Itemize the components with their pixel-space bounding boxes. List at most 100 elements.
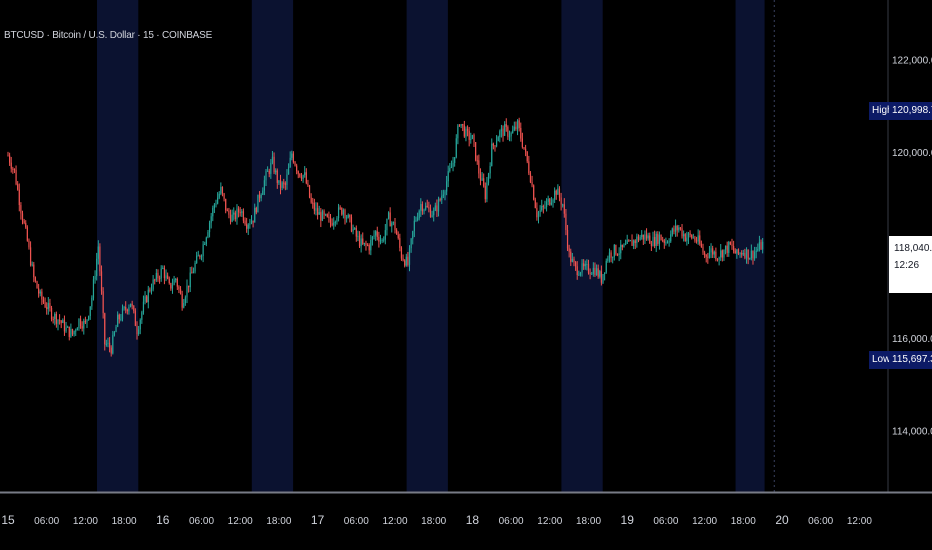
candle-body [207, 232, 209, 238]
candle-body [60, 320, 62, 323]
candle-body [115, 326, 117, 333]
candle-body [549, 198, 551, 205]
candle-body [437, 199, 440, 212]
candle-body [700, 243, 702, 248]
candle-body [321, 211, 324, 221]
candle-body [723, 249, 725, 258]
candle-body [631, 240, 633, 246]
candle-body [142, 301, 145, 313]
candle-body [665, 242, 667, 244]
candle-body [695, 240, 698, 242]
candle-body [518, 120, 520, 128]
candle-body [616, 254, 619, 256]
candle-body [315, 208, 317, 211]
candle-body [607, 258, 609, 261]
candle-body [668, 241, 670, 243]
candle-body [291, 153, 293, 158]
candle-body [760, 242, 762, 250]
candle-body [681, 228, 683, 237]
candle-body [463, 125, 465, 137]
candle-body [479, 173, 482, 181]
candle-body [634, 240, 636, 243]
time-tick-label: 19 [621, 513, 635, 527]
candle-body [737, 249, 740, 254]
candle-body [608, 252, 611, 259]
candle-body [347, 214, 349, 218]
candle-body [757, 248, 759, 251]
candle-body [421, 204, 424, 212]
candle-body [178, 286, 180, 290]
candle-body [273, 156, 275, 173]
candle-body [112, 335, 114, 354]
candle-body [558, 188, 561, 198]
candle-body [200, 255, 203, 258]
candle-body [423, 209, 425, 212]
candle-body [439, 199, 441, 201]
candle-body [150, 289, 153, 291]
candle-body [683, 234, 685, 237]
candle-body [613, 244, 615, 257]
candle-body [350, 217, 353, 232]
candle-body [747, 249, 749, 260]
candle-body [534, 199, 536, 208]
candle-body [595, 268, 598, 275]
candle-body [275, 170, 277, 173]
candle-body [483, 178, 485, 187]
candle-body [71, 329, 74, 335]
candle-body [573, 258, 575, 263]
last-price-tag: 118,040.37 12:26 [889, 236, 932, 293]
candle-body [257, 194, 259, 213]
candle-body [739, 253, 741, 255]
candle-body [9, 155, 11, 163]
candles [7, 117, 764, 357]
candle-body [223, 193, 225, 199]
candle-body [313, 203, 315, 211]
candle-body [578, 274, 580, 276]
candle-body [160, 268, 162, 279]
candle-body [674, 225, 677, 232]
candle-body [724, 245, 727, 250]
candle-body [52, 319, 54, 321]
candle-body [610, 252, 612, 258]
candle-body [639, 236, 641, 241]
candle-body [468, 130, 470, 140]
time-tick-label: 18 [466, 513, 480, 527]
candle-body [96, 258, 98, 277]
price-tick-label: 122,000.00 [892, 55, 932, 66]
candle-body [165, 275, 167, 279]
candle-body [26, 227, 28, 241]
candle-body [192, 271, 195, 274]
candle-body [544, 206, 546, 208]
candle-body [758, 242, 761, 249]
candle-body [584, 264, 586, 267]
candle-body [391, 223, 393, 227]
candle-body [575, 262, 577, 267]
candle-body [691, 234, 693, 238]
candle-body [586, 263, 588, 265]
candle-body [654, 237, 656, 246]
candle-body [300, 176, 303, 179]
candle-body [155, 272, 157, 280]
time-tick-label: 06:00 [499, 516, 524, 527]
candle-body [368, 245, 370, 251]
candle-body [381, 239, 383, 241]
candle-body [217, 197, 219, 204]
candle-body [705, 254, 707, 257]
chart-title: BTCUSD · Bitcoin / U.S. Dollar · 15 · CO… [4, 30, 213, 41]
candle-body [473, 135, 475, 143]
candle-body [612, 256, 614, 258]
price-tick-label: 114,000.00 [892, 427, 932, 438]
session-shade [406, 0, 448, 492]
candle-body [42, 299, 45, 303]
candle-body [204, 243, 206, 245]
candle-body [168, 278, 170, 284]
candle-body [736, 249, 738, 254]
candle-body [339, 207, 341, 209]
session-shade [561, 0, 603, 492]
candle-body [342, 210, 344, 215]
candle-body [258, 194, 261, 199]
candle-body [23, 220, 25, 224]
candle-body [647, 235, 649, 239]
bar-countdown: 12:26 [894, 260, 920, 271]
